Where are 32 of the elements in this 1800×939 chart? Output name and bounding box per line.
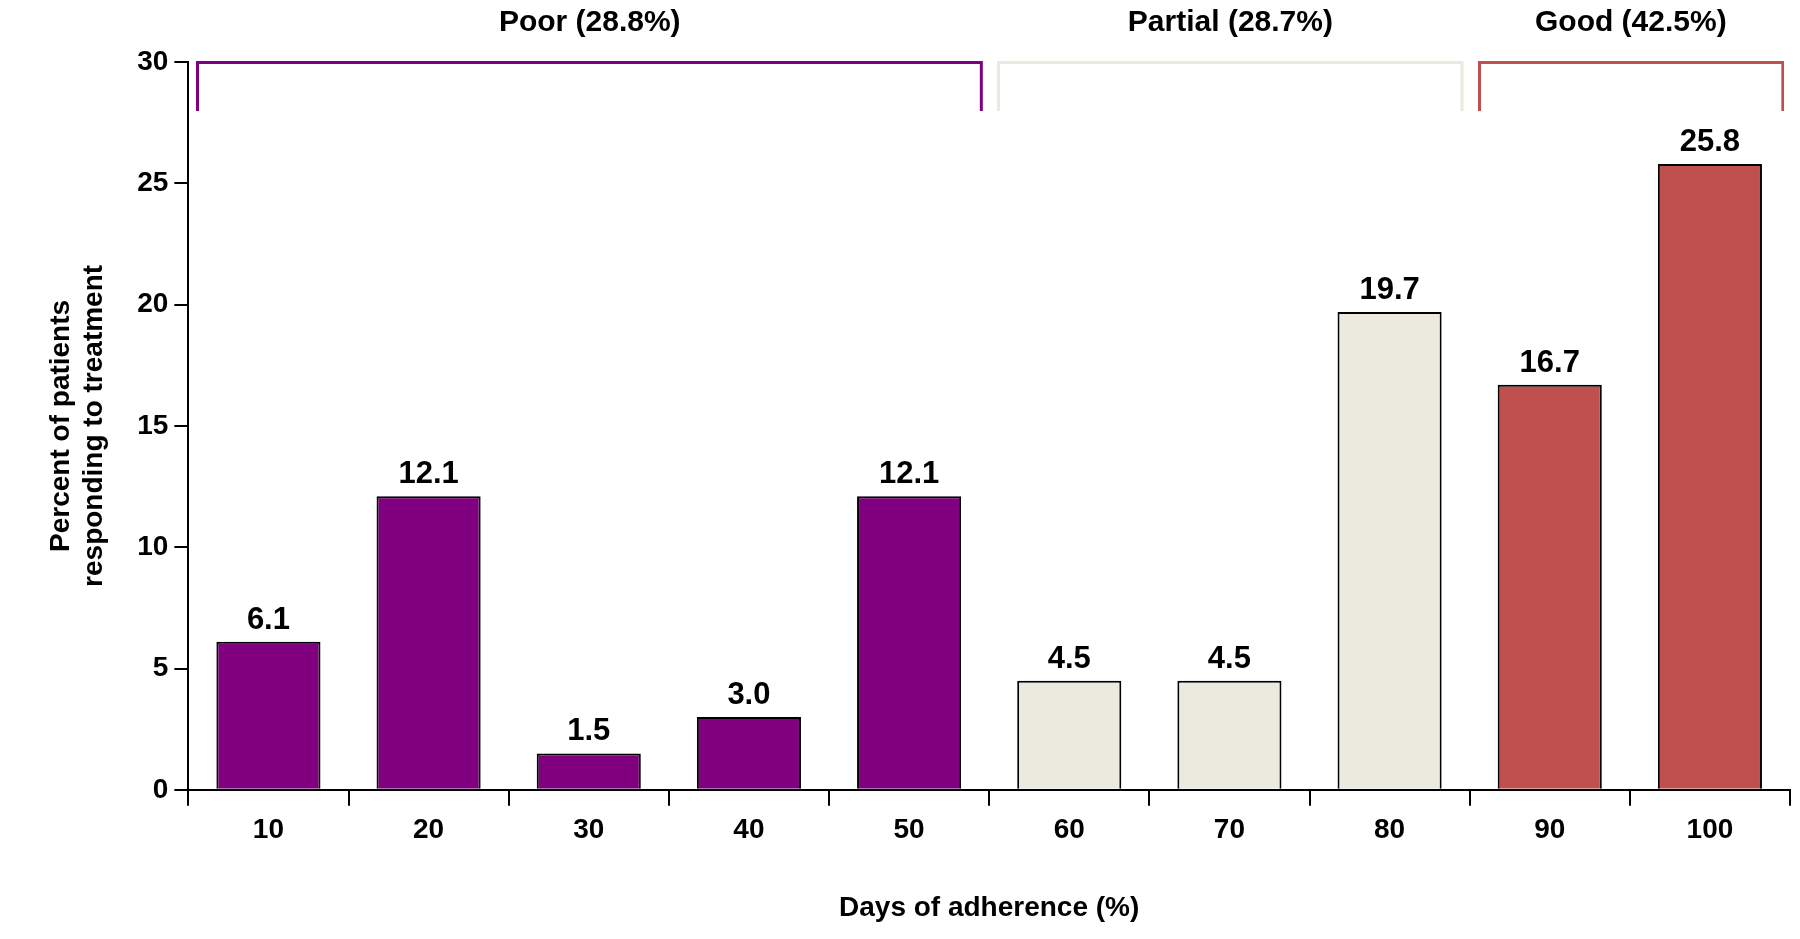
x-tick-label: 30 [573,813,605,845]
x-tick-label: 70 [1213,813,1245,845]
y-tick-label: 25 [137,166,169,198]
x-axis-title: Days of adherence (%) [839,890,1140,922]
x-tick-label: 10 [252,813,285,845]
data-label: 12.1 [878,455,940,491]
x-tick-label: 60 [1053,813,1085,845]
y-axis-title: Percent of patients responding to treatment [43,264,109,587]
data-label: 25.8 [1679,122,1741,158]
y-tick-label: 10 [137,529,169,561]
data-label: 1.5 [567,712,611,748]
y-tick-label: 0 [152,772,169,804]
x-tick-label: 100 [1686,813,1734,845]
x-tick-label: 80 [1374,813,1406,845]
data-label: 4.5 [1207,639,1251,675]
text: Poor (28.8%) [497,4,682,38]
data-label: 3.0 [727,676,771,712]
y-tick-label: 30 [137,44,169,76]
x-tick-label: 90 [1534,813,1566,845]
y-tick-label: 5 [152,651,169,683]
x-tick-label: 20 [413,813,445,845]
y-tick-label: 15 [137,408,169,440]
data-label: 6.1 [246,600,290,636]
data-label: 12.1 [398,455,459,491]
data-label: 16.7 [1519,343,1580,379]
data-label: 19.7 [1359,270,1420,306]
x-tick-label: 50 [893,813,925,845]
y-tick-label: 20 [137,287,169,319]
data-label: 4.5 [1047,639,1091,675]
text: Good (42.5%) [1533,4,1728,38]
text: Partial (28.7%) [1126,4,1334,38]
x-tick-label: 40 [733,813,765,845]
